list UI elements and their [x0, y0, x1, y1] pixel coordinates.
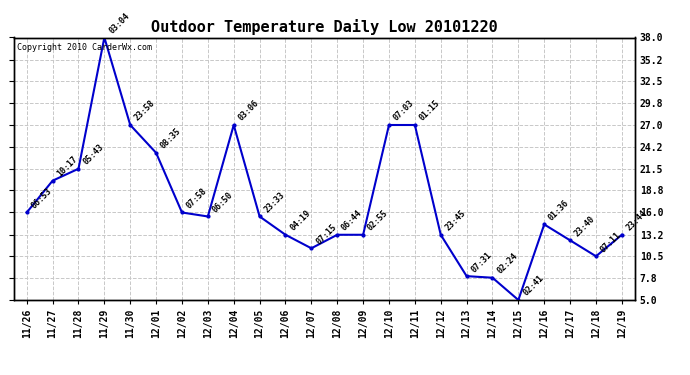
- Text: 03:04: 03:04: [107, 11, 131, 35]
- Text: 07:58: 07:58: [185, 186, 209, 210]
- Text: Copyright 2010 CarderWx.com: Copyright 2010 CarderWx.com: [17, 43, 152, 52]
- Text: 08:35: 08:35: [159, 127, 183, 151]
- Text: 02:24: 02:24: [495, 252, 520, 276]
- Text: 03:06: 03:06: [237, 99, 261, 123]
- Text: 02:41: 02:41: [521, 274, 545, 298]
- Text: 02:55: 02:55: [366, 209, 390, 232]
- Text: 07:31: 07:31: [469, 250, 493, 274]
- Text: 23:40: 23:40: [573, 214, 597, 238]
- Title: Outdoor Temperature Daily Low 20101220: Outdoor Temperature Daily Low 20101220: [151, 19, 497, 35]
- Text: 01:36: 01:36: [547, 198, 571, 222]
- Text: 23:58: 23:58: [133, 99, 157, 123]
- Text: 23:45: 23:45: [444, 209, 468, 232]
- Text: 23:44: 23:44: [624, 209, 649, 232]
- Text: 01:15: 01:15: [417, 99, 442, 123]
- Text: 06:53: 06:53: [30, 186, 54, 210]
- Text: 07:03: 07:03: [392, 99, 416, 123]
- Text: 07:15: 07:15: [314, 222, 338, 246]
- Text: 06:44: 06:44: [340, 209, 364, 232]
- Text: 07:11: 07:11: [599, 230, 623, 254]
- Text: 10:17: 10:17: [55, 154, 79, 178]
- Text: 04:19: 04:19: [288, 209, 313, 232]
- Text: 05:43: 05:43: [81, 142, 106, 166]
- Text: 06:50: 06:50: [210, 190, 235, 214]
- Text: 23:33: 23:33: [262, 190, 286, 214]
